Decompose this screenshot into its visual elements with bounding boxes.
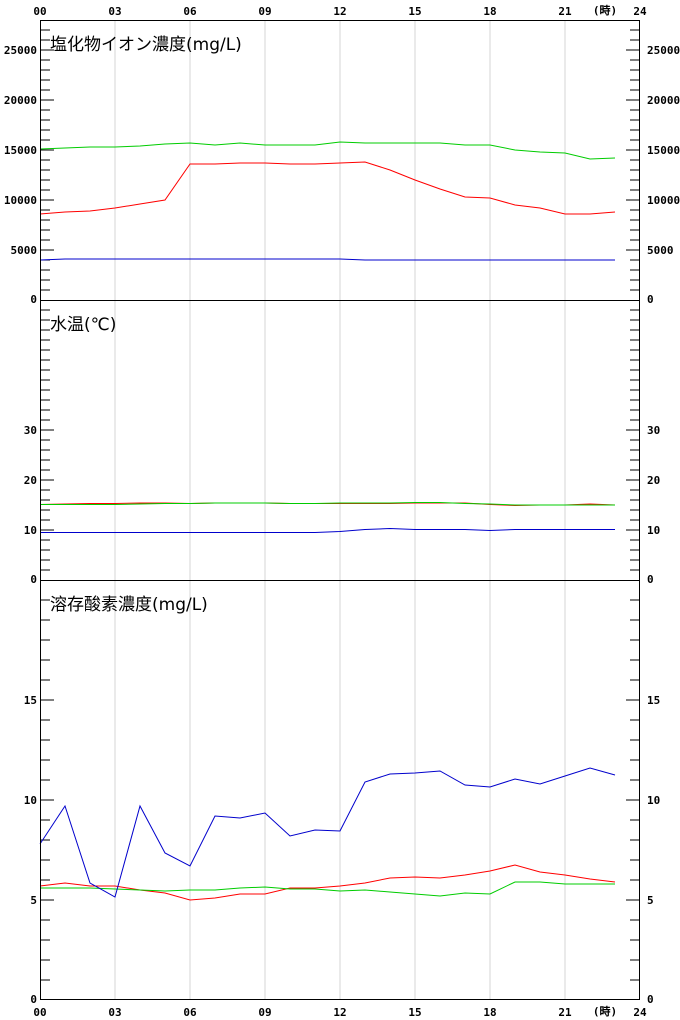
x-tick-label-bottom: 06 [183,1006,197,1019]
panel-2: 0 0 10 10 20 20 30 30 水温(℃) [24,300,660,586]
y-tick-label-left: 20 [24,474,37,487]
x-tick-label-bottom: 21 [558,1006,572,1019]
x-tick-label-bottom: 15 [408,1006,421,1019]
x-tick-label-top: 00 [33,5,46,18]
panel-1: 0 0 5000 5000 10000 10000 15000 15000 20000 20000… [4,20,680,306]
plot-frame [40,20,640,1000]
y-tick-label-left: 30 [24,424,37,437]
x-tick-label-bottom: 12 [333,1006,346,1019]
x-tick-label-bottom: 24 [633,1006,647,1019]
series-line-2 [39,141,616,160]
x-tick-label-top: 24 [633,5,647,18]
x-tick-label-top: 06 [183,5,197,18]
y-tick-label-right: 20 [647,474,660,487]
x-tick-label-top: 15 [408,5,421,18]
x-tick-label-bottom: 09 [258,1006,271,1019]
y-tick-label-right: 15 [647,694,660,707]
y-tick-label-right: 0 [647,573,654,586]
series-line-2 [40,502,615,506]
panel-title: 塩化物イオン濃度(mg/L) [50,35,242,55]
y-tick-label-left: 5000 [11,244,38,257]
x-tick-label-top: 21 [558,5,572,18]
y-tick-label-right: 10 [647,524,660,537]
y-tick-label-right: 30 [647,424,660,437]
x-tick-label-top: 18 [483,5,496,18]
y-tick-label-left: 5 [30,894,37,907]
y-tick-label-left: 0 [30,993,37,1006]
y-tick-label-left: 25000 [4,44,37,57]
series-line-1 [39,161,616,215]
x-tick-label-top: 12 [333,5,346,18]
y-tick-label-right: 5000 [647,244,674,257]
x-tick-label-top: 03 [108,5,121,18]
y-tick-label-left: 15 [24,694,37,707]
y-tick-label-left: 15000 [4,144,37,157]
y-tick-label-right: 25000 [647,44,680,57]
series-line-3 [39,258,615,261]
y-tick-label-right: 5 [647,894,654,907]
panel-title: 溶存酸素濃度(mg/L) [50,595,208,615]
y-tick-label-left: 10 [24,524,37,537]
hour-unit-label-top: (時) [593,3,617,17]
x-tick-label-bottom: 00 [33,1006,46,1019]
y-tick-label-left: 0 [30,573,37,586]
panel-title: 水温(℃) [50,315,116,335]
x-tick-label-bottom: 18 [483,1006,496,1019]
panel-3: 0 0 5 5 10 10 15 15 溶存酸素濃度(mg/L) [24,580,660,1006]
series-line-2 [40,881,615,897]
y-tick-label-left: 20000 [4,94,37,107]
y-tick-label-left: 10 [24,794,37,807]
y-tick-label-right: 15000 [647,144,680,157]
x-tick-label-bottom: 03 [108,1006,121,1019]
y-tick-label-right: 0 [647,993,654,1006]
y-tick-label-left: 10000 [4,194,37,207]
x-tick-label-top: 09 [258,5,271,18]
y-tick-label-right: 0 [647,293,654,306]
series-line-3 [40,527,615,533]
y-tick-label-right: 20000 [647,94,680,107]
y-tick-label-right: 10000 [647,194,680,207]
hour-unit-label-bottom: (時) [593,1004,617,1018]
series-line-3 [39,767,616,898]
y-tick-label-right: 10 [647,794,660,807]
y-tick-label-left: 0 [30,293,37,306]
